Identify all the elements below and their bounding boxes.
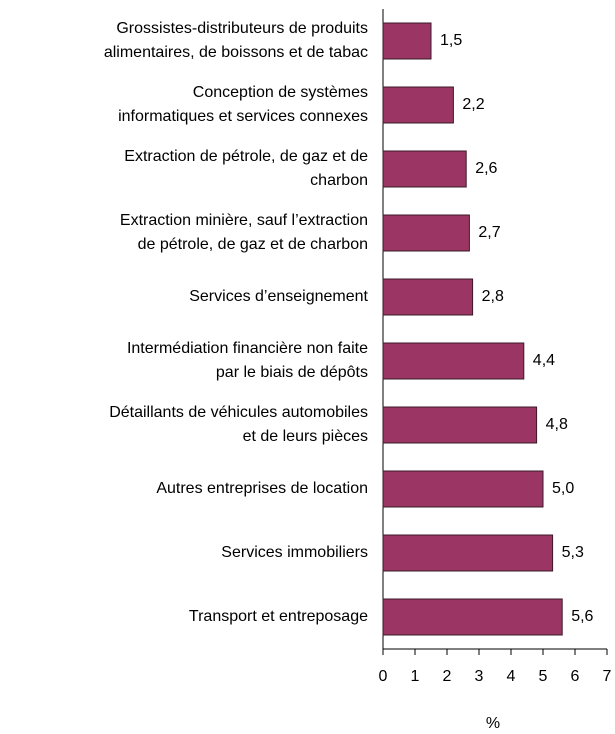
y-tick-label: Autres entreprises de location: [156, 480, 368, 497]
y-tick-label: Transport et entreposage: [189, 608, 368, 625]
bar: [382, 278, 474, 316]
value-label: 2,8: [482, 288, 504, 305]
y-tick-label: Détaillants de véhicules automobiles et d…: [109, 404, 368, 445]
x-tick-label: 0: [379, 668, 388, 685]
value-label: 1,5: [440, 32, 462, 49]
y-tick-label: Services d’enseignement: [189, 288, 368, 305]
x-tick-label: 1: [411, 668, 420, 685]
x-axis-label: %: [486, 715, 500, 732]
y-tick-label: Services immobiliers: [221, 544, 368, 561]
bar: [382, 86, 454, 124]
bar: [382, 150, 467, 188]
y-tick-label: Grossistes-distributeurs de produits alim…: [104, 20, 368, 61]
y-tick-label: Extraction minière, sauf l’extraction de …: [120, 212, 368, 253]
value-label: 5,3: [562, 544, 584, 561]
x-tick-label: 6: [571, 668, 580, 685]
value-label: 2,2: [462, 96, 484, 113]
x-tick-label: 4: [507, 668, 516, 685]
y-tick-label: Extraction de pétrole, de gaz et de charb…: [124, 148, 368, 189]
bar: [382, 598, 563, 636]
x-tick-label: 5: [539, 668, 548, 685]
value-label: 4,8: [546, 416, 568, 433]
bar: [382, 342, 525, 380]
value-label: 2,7: [478, 224, 500, 241]
bar: [382, 470, 544, 508]
bar: [382, 406, 538, 444]
y-tick-label: Intermédiation financière non faite par l…: [127, 340, 368, 381]
x-tick-label: 3: [475, 668, 484, 685]
value-label: 5,6: [571, 608, 593, 625]
x-tick-label: 2: [443, 668, 452, 685]
y-tick-label: Conception de systèmes informatiques et s…: [118, 84, 368, 125]
value-label: 5,0: [552, 480, 574, 497]
x-tick-label: 7: [603, 668, 612, 685]
value-label: 2,6: [475, 160, 497, 177]
bar: [382, 534, 554, 572]
bar: [382, 214, 470, 252]
value-label: 4,4: [533, 352, 555, 369]
bar: [382, 22, 432, 60]
